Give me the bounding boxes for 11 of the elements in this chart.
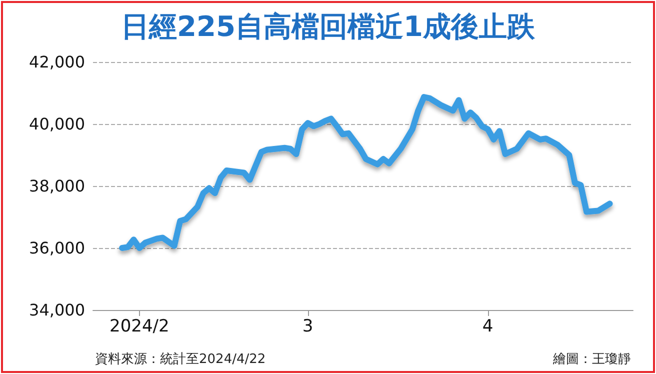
y-tick-label: 36,000 (29, 238, 85, 258)
x-tick-label: 4 (482, 316, 494, 336)
x-tick-label: 2024/2 (110, 316, 170, 336)
text: 繪圖：王瓊靜 (553, 351, 631, 368)
chart-title: 日經225自高檔回檔近1成後止跌 (120, 9, 536, 45)
y-tick-label: 42,000 (29, 52, 85, 72)
source-note: 資料來源：統計至2024/4/22 (95, 351, 266, 368)
y-tick-label: 38,000 (29, 176, 85, 196)
x-tick-label: 3 (302, 316, 314, 336)
y-tick-label: 40,000 (29, 114, 85, 134)
y-tick-label: 34,000 (29, 300, 85, 320)
